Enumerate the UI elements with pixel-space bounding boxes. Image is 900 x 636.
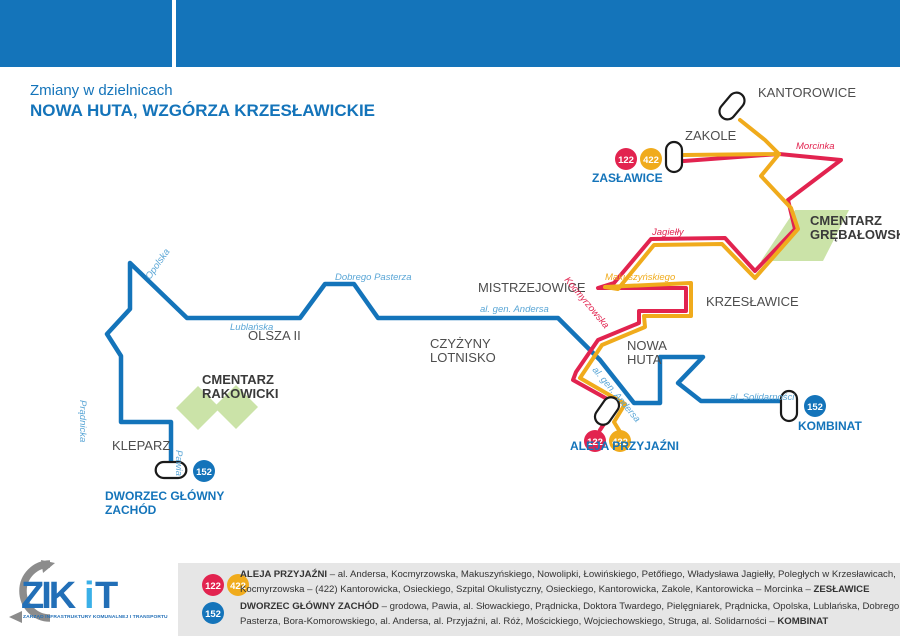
- svg-text:al. gen. Andersa: al. gen. Andersa: [480, 304, 549, 315]
- svg-text:RAKOWICKI: RAKOWICKI: [202, 386, 279, 401]
- svg-text:Opolska: Opolska: [143, 247, 172, 282]
- svg-text:KANTOROWICE: KANTOROWICE: [758, 85, 856, 100]
- svg-text:GRĘBAŁOWSKI: GRĘBAŁOWSKI: [810, 227, 900, 242]
- svg-text:152: 152: [807, 402, 823, 413]
- svg-text:152: 152: [205, 609, 221, 620]
- svg-text:Prądnicka: Prądnicka: [77, 400, 88, 442]
- svg-text:Kocmyrzowska: Kocmyrzowska: [562, 275, 611, 331]
- svg-text:CMENTARZ: CMENTARZ: [202, 372, 274, 387]
- svg-text:Pawia: Pawia: [173, 450, 184, 476]
- svg-text:ZACHÓD: ZACHÓD: [105, 502, 157, 517]
- svg-text:Lublańska: Lublańska: [230, 322, 273, 333]
- svg-text:Morcinka: Morcinka: [796, 141, 835, 152]
- svg-text:T: T: [95, 575, 118, 617]
- svg-text:122: 122: [205, 581, 221, 592]
- svg-text:KRZESŁAWICE: KRZESŁAWICE: [706, 294, 799, 309]
- svg-text:422: 422: [643, 155, 659, 166]
- svg-text:i: i: [84, 575, 93, 617]
- svg-text:ZAKOLE: ZAKOLE: [685, 128, 737, 143]
- svg-text:al. Solidarności: al. Solidarności: [730, 392, 795, 403]
- svg-text:KOMBINAT: KOMBINAT: [798, 419, 862, 433]
- svg-text:152: 152: [196, 467, 212, 478]
- svg-text:Dobrego Pasterza: Dobrego Pasterza: [335, 272, 412, 283]
- svg-text:CMENTARZ: CMENTARZ: [810, 213, 882, 228]
- svg-text:ZARZĄD INFRASTRUKTURY KOMUNALN: ZARZĄD INFRASTRUKTURY KOMUNALNEJ I TRANS…: [23, 614, 168, 620]
- svg-text:KLEPARZ: KLEPARZ: [112, 438, 170, 453]
- svg-text:DWORZEC GŁÓWNY: DWORZEC GŁÓWNY: [105, 488, 224, 503]
- svg-text:CZYŻYNY: CZYŻYNY: [430, 336, 491, 351]
- svg-text:ZASŁAWICE: ZASŁAWICE: [592, 171, 663, 185]
- svg-text:122: 122: [618, 155, 634, 166]
- svg-text:ZIK: ZIK: [21, 575, 77, 617]
- svg-text:Makuszyńskiego: Makuszyńskiego: [605, 272, 675, 283]
- svg-text:LOTNISKO: LOTNISKO: [430, 350, 496, 365]
- svg-text:NOWA: NOWA: [627, 338, 667, 353]
- svg-text:HUTA: HUTA: [627, 352, 662, 367]
- svg-text:Jagiełły: Jagiełły: [651, 227, 685, 238]
- svg-text:ALEJA PRZYJAŹNI: ALEJA PRZYJAŹNI: [570, 438, 679, 453]
